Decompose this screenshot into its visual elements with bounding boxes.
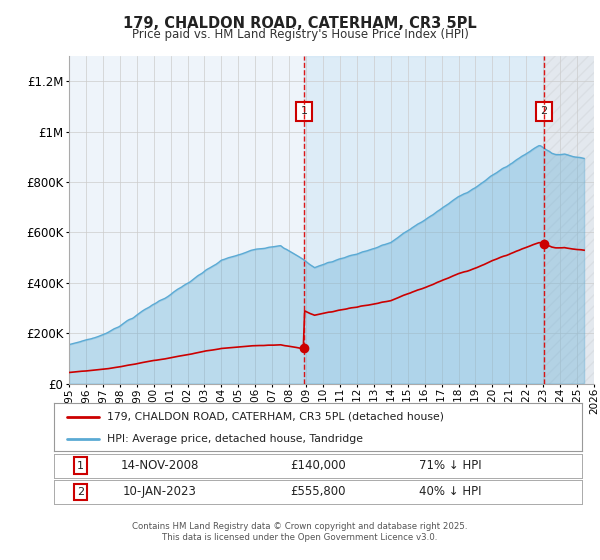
Text: 179, CHALDON ROAD, CATERHAM, CR3 5PL (detached house): 179, CHALDON ROAD, CATERHAM, CR3 5PL (de…	[107, 412, 444, 422]
Text: £555,800: £555,800	[290, 486, 346, 498]
Text: 2: 2	[77, 487, 84, 497]
Text: 10-JAN-2023: 10-JAN-2023	[122, 486, 197, 498]
Text: 40% ↓ HPI: 40% ↓ HPI	[419, 486, 481, 498]
Bar	[544, 56, 594, 384]
Text: Price paid vs. HM Land Registry's House Price Index (HPI): Price paid vs. HM Land Registry's House …	[131, 28, 469, 41]
Text: 1: 1	[77, 461, 84, 470]
Text: 14-NOV-2008: 14-NOV-2008	[121, 459, 199, 472]
Text: Contains HM Land Registry data © Crown copyright and database right 2025.: Contains HM Land Registry data © Crown c…	[132, 522, 468, 531]
Text: 71% ↓ HPI: 71% ↓ HPI	[419, 459, 481, 472]
Text: This data is licensed under the Open Government Licence v3.0.: This data is licensed under the Open Gov…	[163, 533, 437, 542]
Text: 179, CHALDON ROAD, CATERHAM, CR3 5PL: 179, CHALDON ROAD, CATERHAM, CR3 5PL	[123, 16, 477, 31]
Text: £140,000: £140,000	[290, 459, 346, 472]
Bar	[304, 56, 544, 384]
Text: HPI: Average price, detached house, Tandridge: HPI: Average price, detached house, Tand…	[107, 434, 363, 444]
Text: 1: 1	[301, 106, 307, 116]
Text: 2: 2	[540, 106, 547, 116]
